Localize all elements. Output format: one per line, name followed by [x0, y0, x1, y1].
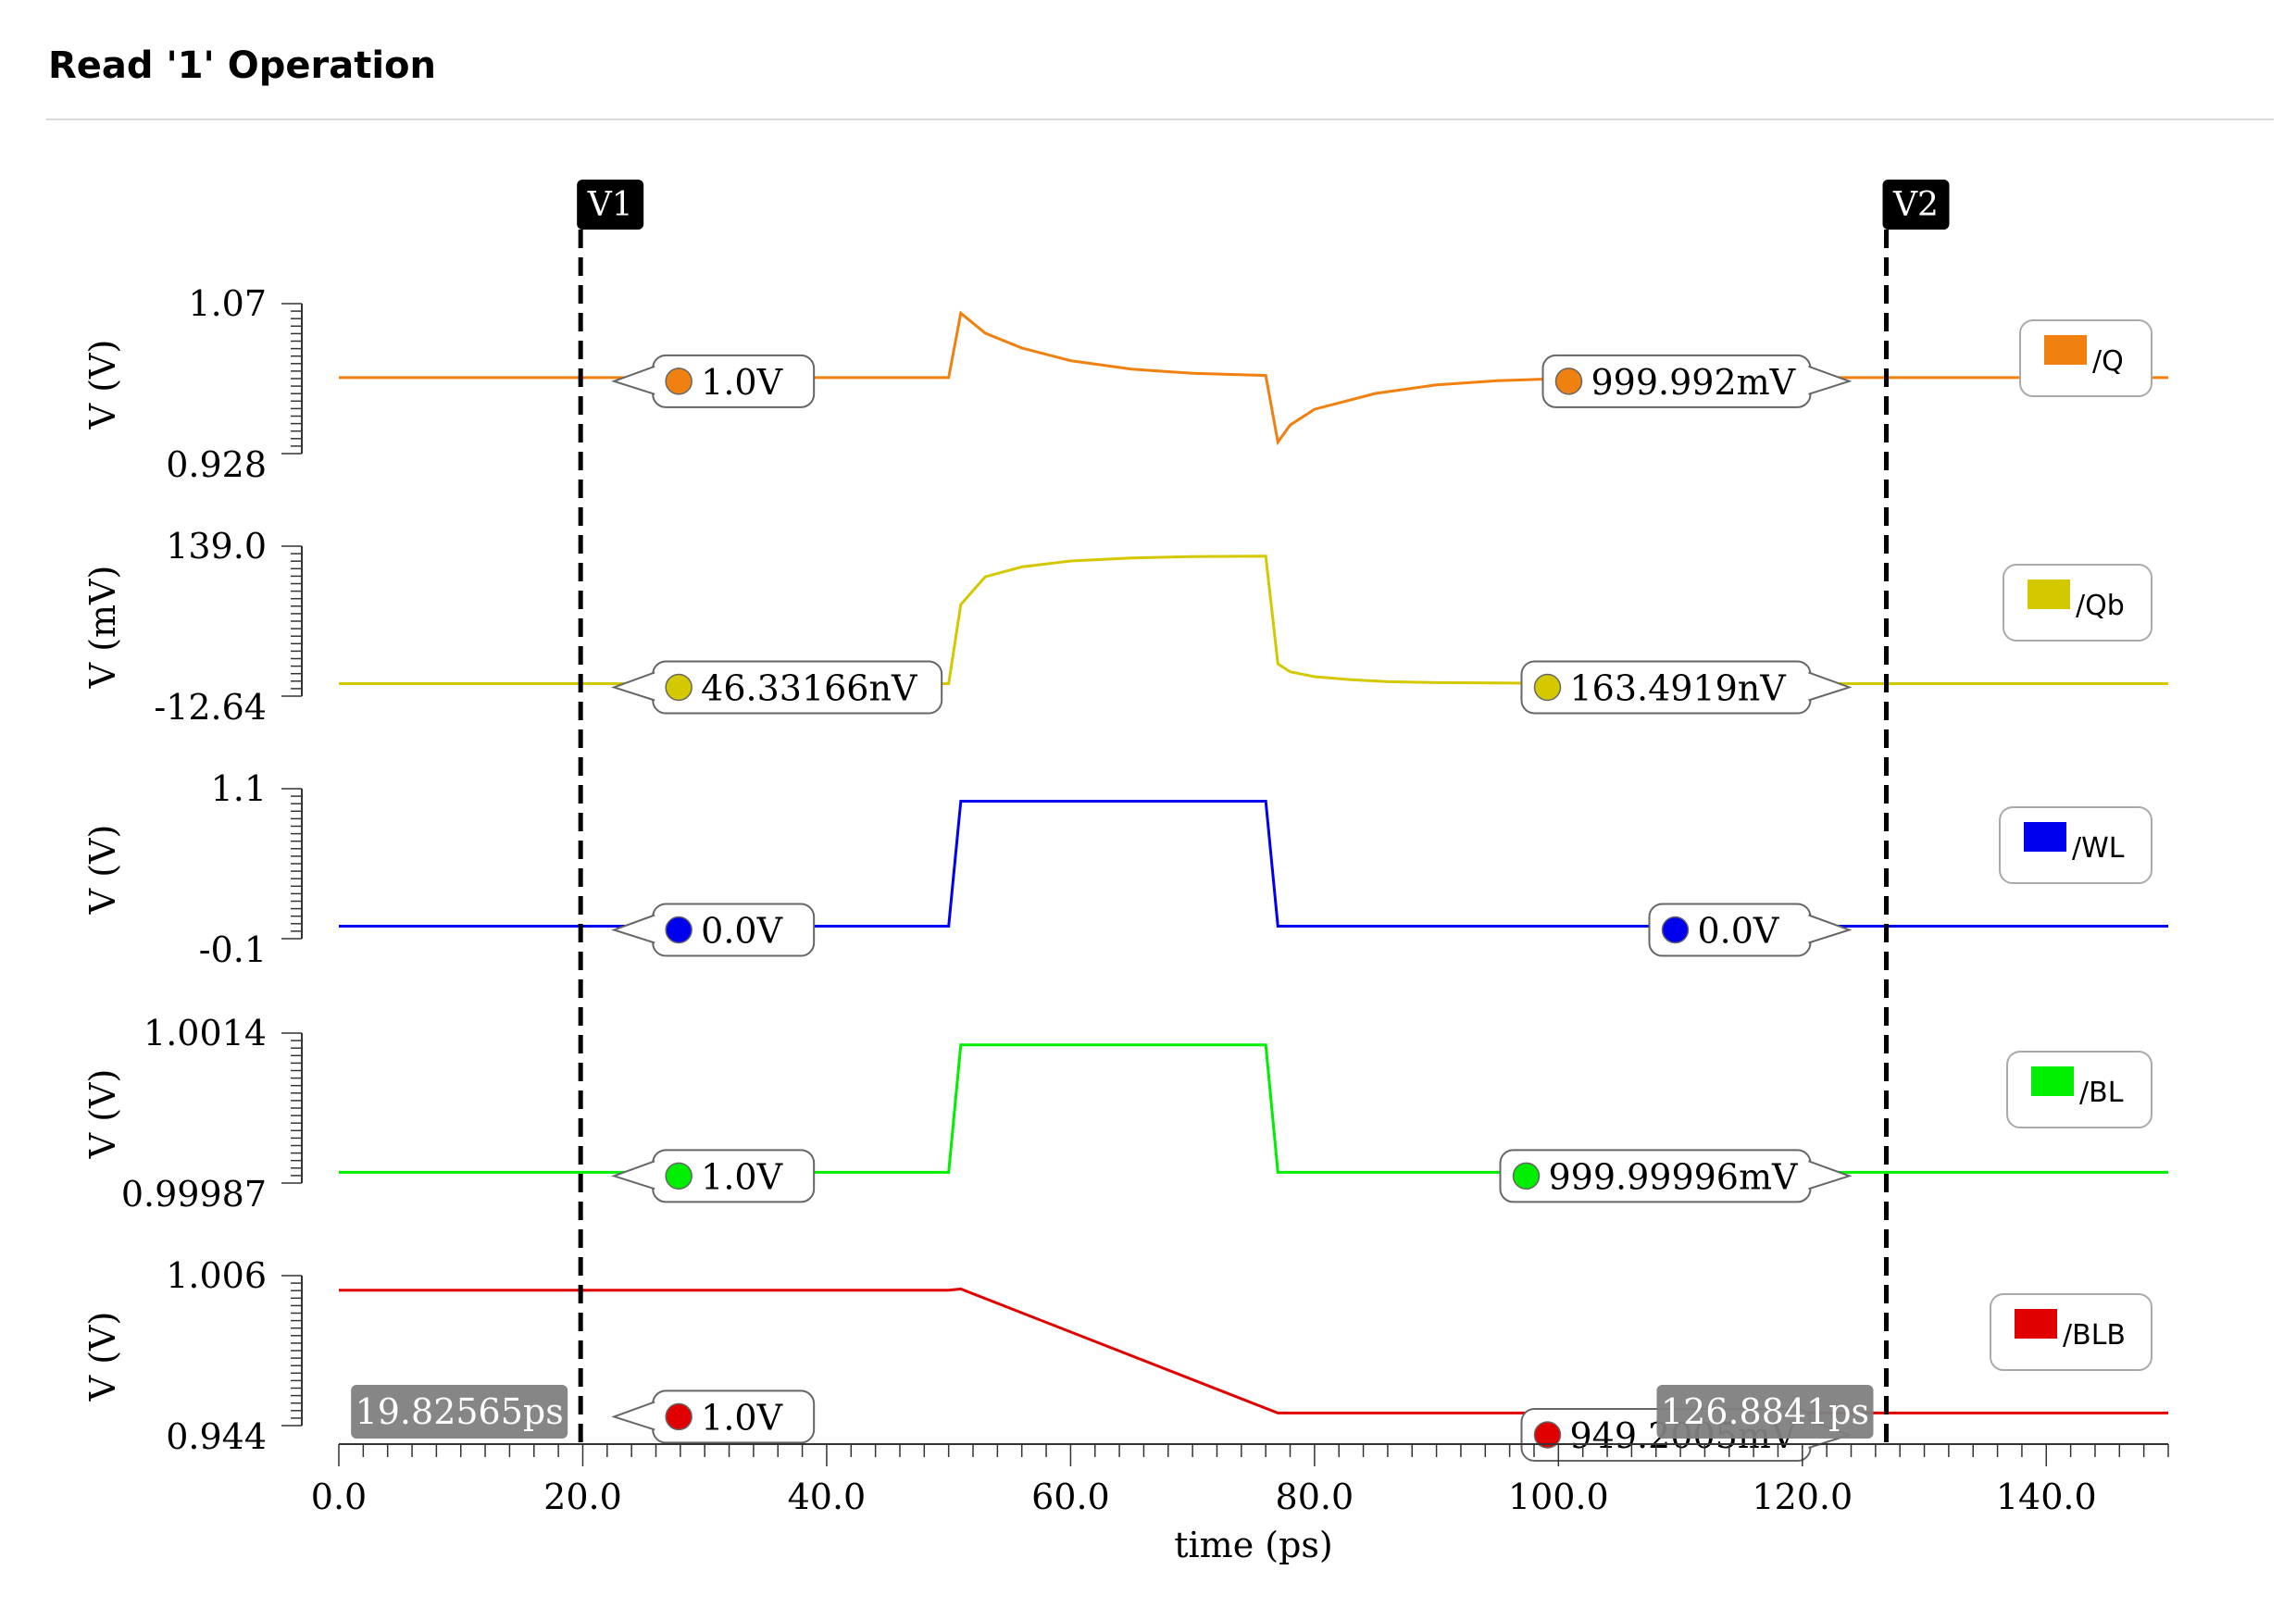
x-tick-label: 60.0 [1031, 1477, 1110, 1517]
marker-callout-pointer [1808, 1160, 1853, 1190]
marker-value-label: 46.33166nV [701, 667, 917, 708]
marker-value-label: 163.4919nV [1569, 667, 1786, 708]
x-tick-label: 120.0 [1752, 1477, 1853, 1517]
y-tick-label: -12.64 [154, 687, 267, 728]
legend-label: /WL [2072, 832, 2125, 865]
marker-dot [1533, 1421, 1562, 1449]
cursor-name: V1 [587, 186, 633, 224]
y-axis-label: V (mV) [82, 566, 123, 690]
marker-callout-pointer [611, 1401, 655, 1431]
legend-label: /Q [2092, 345, 2124, 378]
legend-label: /BLB [2063, 1319, 2126, 1352]
series-line-wl [339, 800, 2168, 928]
x-tick-label: 0.0 [311, 1477, 367, 1517]
x-axis-label: time (ps) [1174, 1525, 1333, 1565]
y-tick-label: 1.07 [188, 283, 267, 324]
marker-dot [665, 368, 693, 395]
marker-callout-pointer [1808, 914, 1853, 944]
x-tick-label: 20.0 [543, 1477, 622, 1517]
marker-value-label: 1.0V [701, 362, 782, 403]
x-tick-label: 100.0 [1508, 1477, 1609, 1517]
x-tick-label: 80.0 [1276, 1477, 1354, 1517]
legend-swatch [2044, 335, 2087, 365]
series-line-bl [339, 1043, 2168, 1174]
legend-swatch [2015, 1309, 2057, 1339]
marker-dot [665, 1162, 693, 1190]
marker-value-label: 999.992mV [1591, 362, 1795, 403]
y-tick-label: -0.1 [199, 929, 267, 970]
marker-value-label: 0.0V [701, 911, 782, 952]
marker-callout-pointer [611, 1160, 655, 1190]
y-axis-label: V (V) [82, 1312, 123, 1402]
cursor-readout-label: 19.82565ps [356, 1391, 564, 1432]
marker-value-label: 1.0V [701, 1397, 782, 1438]
series-line-blb [339, 1287, 2168, 1414]
cursor-readout [1656, 1385, 1874, 1439]
y-tick-label: 0.99987 [121, 1174, 267, 1215]
marker-callout-pointer [1808, 671, 1853, 702]
x-tick-label: 40.0 [788, 1477, 867, 1517]
y-axis-label: V (V) [82, 825, 123, 916]
y-tick-label: 1.006 [166, 1255, 267, 1296]
series-line-qb [339, 555, 2168, 685]
marker-callout-pointer [1808, 365, 1853, 395]
marker-dot [1661, 916, 1690, 944]
legend-label: /BL [2079, 1077, 2124, 1109]
legend-swatch [2024, 822, 2066, 852]
y-axis-label: V (V) [82, 1069, 123, 1160]
y-tick-label: 0.944 [166, 1416, 267, 1457]
marker-callout-pointer [611, 914, 655, 944]
marker-dot [1533, 673, 1562, 702]
marker-callout-pointer [611, 671, 655, 702]
title-divider [46, 118, 2274, 120]
cursor-tag-v2[interactable] [1882, 180, 1950, 230]
marker-dot [1554, 368, 1583, 395]
marker-value-label: 0.0V [1697, 911, 1778, 952]
marker-dot [665, 916, 693, 944]
legend-label: /Qb [2076, 590, 2125, 622]
legend-swatch [2031, 1066, 2074, 1096]
chart-title: Read '1' Operation [48, 44, 437, 87]
cursor-readout-label: 126.8841ps [1661, 1391, 1869, 1432]
y-axis-label: V (V) [82, 340, 123, 430]
y-tick-label: 139.0 [166, 526, 267, 567]
cursor-readout [351, 1385, 568, 1439]
y-tick-label: 1.1 [211, 768, 267, 809]
marker-dot [665, 1402, 693, 1431]
y-tick-label: 1.0014 [144, 1013, 267, 1053]
legend-swatch [2028, 579, 2070, 609]
marker-value-label: 999.99996mV [1548, 1156, 1798, 1197]
marker-value-label: 1.0V [701, 1156, 782, 1197]
cursor-name: V2 [1892, 186, 1939, 224]
x-tick-label: 140.0 [1996, 1477, 2097, 1517]
cursor-tag-v1[interactable] [577, 180, 644, 230]
marker-dot [1512, 1162, 1541, 1190]
marker-callout-pointer [611, 365, 655, 395]
marker-dot [665, 673, 693, 702]
series-line-q [339, 310, 2168, 446]
y-tick-label: 0.928 [166, 444, 267, 485]
